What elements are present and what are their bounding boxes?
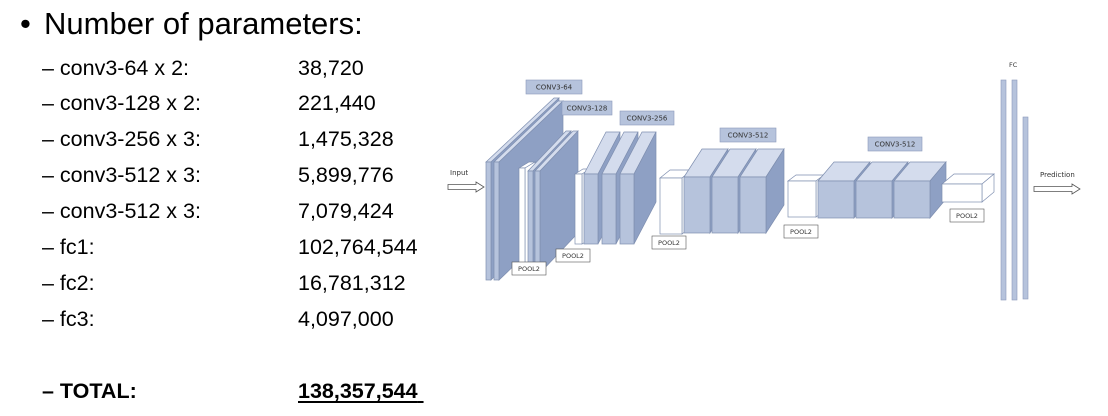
input-label: Input xyxy=(450,169,468,177)
pool-label: POOL2 xyxy=(518,265,540,273)
block-front-face xyxy=(787,180,817,218)
title-bullet: • xyxy=(20,6,31,41)
conv-layer xyxy=(534,130,579,274)
layer-label: – fc2: xyxy=(42,271,95,295)
fc2-bar xyxy=(1011,79,1018,301)
block-front-face xyxy=(711,176,739,234)
pool-label: POOL2 xyxy=(956,212,978,220)
param-count: 38,720 xyxy=(298,56,364,80)
block-front-face xyxy=(941,183,983,203)
conv-label: CONV3-128 xyxy=(567,105,608,113)
conv-label: CONV3-512 xyxy=(728,132,769,140)
block-front-face xyxy=(619,173,635,245)
title-text: Number of parameters: xyxy=(44,6,363,41)
conv-layer xyxy=(739,147,785,235)
param-count: 221,440 xyxy=(298,91,376,115)
block-front-face xyxy=(601,173,617,245)
block-front-face xyxy=(493,161,500,281)
conv-label: CONV3-512 xyxy=(875,141,916,149)
layer-label: – conv3-256 x 3: xyxy=(42,127,201,151)
param-count: 7,079,424 xyxy=(298,199,394,223)
conv-label: CONV3-256 xyxy=(627,115,668,123)
conv-layer xyxy=(893,161,947,219)
conv-label-box xyxy=(719,127,777,143)
layer-label: – fc1: xyxy=(42,235,95,259)
layer-label: – conv3-128 x 2: xyxy=(42,91,201,115)
block-front-face xyxy=(855,180,893,219)
pool-label-box xyxy=(555,248,591,263)
pool-label-box xyxy=(949,208,985,223)
prediction-arrow xyxy=(1033,183,1081,195)
conv-layer xyxy=(619,131,657,245)
param-count: 1,475,328 xyxy=(298,127,394,151)
block-front-face xyxy=(893,180,931,219)
block-front-face xyxy=(817,180,855,219)
conv-label: CONV3-64 xyxy=(536,84,573,92)
fc1-bar xyxy=(1000,79,1007,301)
block-front-face xyxy=(583,173,599,245)
conv-label-box xyxy=(619,110,675,126)
param-count: 5,899,776 xyxy=(298,163,394,187)
block-front-face xyxy=(527,170,534,274)
total-value: 138,357,544 xyxy=(298,379,418,403)
param-count: 16,781,312 xyxy=(298,271,406,295)
param-count: 102,764,544 xyxy=(298,235,418,259)
pool-label: POOL2 xyxy=(790,228,812,236)
pool-layer xyxy=(941,173,995,203)
conv-label-box xyxy=(561,100,613,116)
pool-label-box xyxy=(511,261,547,276)
fc3-bar xyxy=(1022,116,1029,300)
slide-title: • Number of parameters: xyxy=(20,4,363,44)
pool-label-box xyxy=(651,235,687,250)
pool-layer xyxy=(786,174,826,218)
pool-label-box xyxy=(783,224,819,239)
block-front-face xyxy=(518,167,526,275)
conv-label-box xyxy=(525,79,583,95)
input-arrow xyxy=(447,181,485,193)
layer-label: – fc3: xyxy=(42,307,95,331)
param-count: 4,097,000 xyxy=(298,307,394,331)
block-front-face xyxy=(574,173,583,245)
pool-label: POOL2 xyxy=(562,252,584,260)
total-label: – TOTAL: xyxy=(42,379,137,403)
conv-label-box xyxy=(867,136,923,152)
layer-label: – conv3-512 x 3: xyxy=(42,199,201,223)
block-front-face xyxy=(485,161,492,281)
vgg-architecture-diagram: Input CONV3-64 CONV3-128 CONV3-256 CONV3-512… xyxy=(447,61,1081,301)
block-front-face xyxy=(659,177,683,235)
pool-label: POOL2 xyxy=(658,239,680,247)
block-front-face xyxy=(739,176,767,234)
block-front-face xyxy=(683,176,711,234)
layer-label: – conv3-64 x 2: xyxy=(42,56,190,80)
block-front-face xyxy=(534,170,541,274)
layer-label: – conv3-512 x 3: xyxy=(42,163,201,187)
prediction-label: Prediction xyxy=(1040,171,1075,179)
fc-label: FC xyxy=(1009,61,1018,69)
